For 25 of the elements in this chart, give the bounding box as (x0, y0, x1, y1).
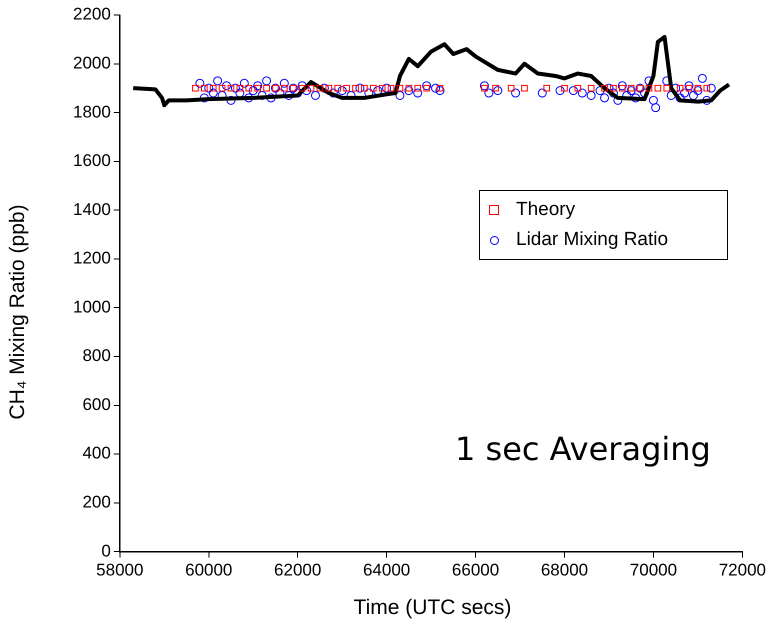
x-tick-label: 60000 (185, 560, 232, 580)
y-tick-label: 2000 (72, 53, 111, 72)
y-tick-label: 200 (82, 492, 111, 512)
x-tick-label: 68000 (540, 560, 588, 580)
x-tick-label: 70000 (630, 560, 678, 580)
y-axis-title: CH₄ Mixing Ratio (ppb) (6, 203, 30, 422)
y-tick-label: 400 (82, 444, 111, 463)
x-tick-label: 66000 (452, 560, 500, 580)
y-tick-label: 600 (82, 394, 111, 414)
y-tick-label: 1800 (72, 102, 111, 122)
y-tick-label: 1000 (72, 297, 111, 316)
legend-label: Theory (516, 199, 576, 221)
x-axis-title: Time (UTC secs) (352, 596, 512, 620)
y-tick-label: 1400 (72, 200, 111, 219)
x-tick-label: 58000 (96, 560, 144, 580)
y-tick-label: 2200 (72, 4, 111, 24)
x-tick-label: 62000 (274, 560, 322, 580)
y-tick-label: 1600 (72, 151, 111, 170)
y-tick-label: 1200 (72, 248, 111, 268)
y-tick-label: 0 (101, 541, 111, 560)
y-tick-label: 800 (82, 346, 111, 366)
x-tick-label: 72000 (718, 560, 766, 580)
annotation: 1 sec Averaging (455, 430, 711, 468)
legend-label: Lidar Mixing Ratio (516, 229, 668, 251)
x-tick-label: 64000 (362, 560, 410, 580)
